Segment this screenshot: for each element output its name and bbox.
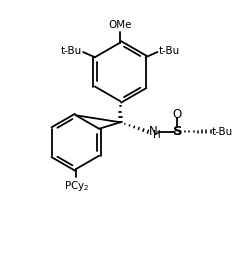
Text: t-Bu: t-Bu (212, 127, 233, 137)
Text: S: S (173, 125, 183, 138)
Text: t-Bu: t-Bu (60, 46, 82, 56)
Text: PCy$_2$: PCy$_2$ (64, 179, 90, 193)
Text: t-Bu: t-Bu (159, 46, 180, 56)
Text: H: H (154, 130, 161, 140)
Text: N: N (149, 125, 158, 138)
Text: OMe: OMe (109, 20, 132, 30)
Text: O: O (172, 108, 181, 121)
